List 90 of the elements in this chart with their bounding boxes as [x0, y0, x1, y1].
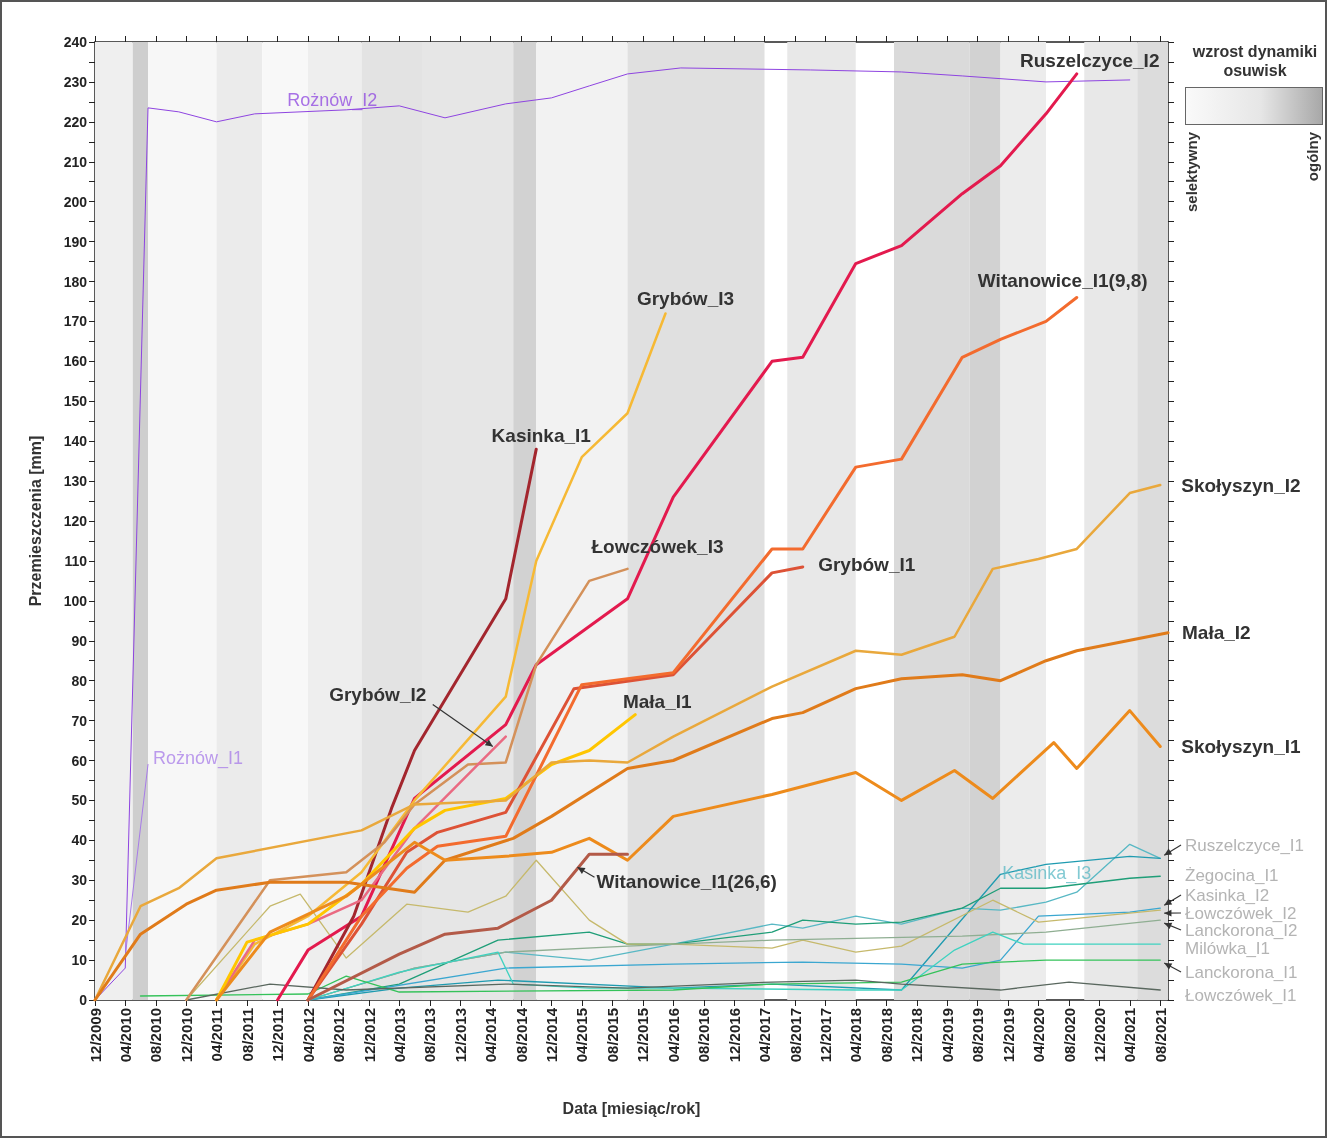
x-tick-label: 12/2015 — [634, 1008, 652, 1063]
y-tick-label: 240 — [63, 34, 88, 50]
x-tick-label: 04/2011 — [208, 1008, 225, 1062]
x-tick-label: 08/2012 — [330, 1008, 347, 1063]
text: Grybów_I2 — [329, 684, 427, 706]
x-tick-label: 04/2014 — [482, 1007, 499, 1063]
series-label: Mała_I1 — [622, 691, 693, 713]
x-tick-label: 12/2009 — [86, 1008, 104, 1063]
x-tick-label: 12/2016 — [725, 1008, 743, 1063]
x-tick-label: 12/2013 — [451, 1008, 469, 1063]
series-label: Grybów_I3 — [636, 287, 735, 309]
x-tick-label: 12/2010 — [177, 1008, 195, 1063]
legend-title: wzrost dynamiki osuwisk — [1191, 42, 1319, 80]
y-tick-label: 10 — [71, 952, 88, 969]
x-tick-label: 04/2016 — [664, 1008, 682, 1063]
x-tick-label: 08/2011 — [238, 1008, 256, 1062]
x-tick-label: 12/2011 — [269, 1008, 286, 1062]
y-tick-label: 70 — [71, 712, 88, 729]
x-tick-label: 08/2017 — [786, 1008, 804, 1063]
y-tick-label: 220 — [63, 113, 88, 130]
series-label: Żegocina_I1 — [1185, 865, 1279, 885]
y-tick-label: 120 — [63, 513, 88, 529]
series-label: Witanowice_I1(26,6) — [596, 870, 777, 892]
series-label: Skołyszyn_I1 — [1181, 736, 1302, 758]
y-tick-label: 20 — [71, 912, 88, 929]
y-tick-label: 110 — [64, 552, 88, 569]
y-tick-label: 150 — [63, 393, 88, 410]
y-tick-label: 200 — [63, 193, 88, 210]
y-tick-label: 170 — [63, 313, 88, 330]
series-label: Grybów_I1 — [818, 554, 916, 576]
y-tick-label: 230 — [63, 73, 88, 90]
series-label: Skołyszyn_I2 — [1181, 474, 1301, 496]
series-label: Rożnów_I2 — [287, 89, 378, 111]
y-tick-label: 210 — [63, 153, 88, 170]
series-label: Łowczówek_I1 — [1185, 985, 1297, 1005]
y-tick-label: 60 — [71, 752, 88, 769]
x-tick-label: 08/2015 — [603, 1008, 621, 1063]
x-tick-label: 12/2017 — [817, 1008, 834, 1063]
y-tick-label: 90 — [71, 632, 88, 649]
series-label: Kasinka_I2 — [1185, 885, 1270, 905]
line-series — [185, 979, 1161, 1001]
y-tick-label: 130 — [63, 473, 88, 490]
series-label: Witanowice_I1(9,8) — [977, 269, 1148, 291]
x-tick-label: 08/2016 — [695, 1008, 713, 1063]
y-tick-label: 160 — [63, 353, 88, 370]
x-tick-label: 12/2014 — [543, 1007, 560, 1063]
x-tick-label: 12/2012 — [360, 1008, 378, 1063]
x-tick-label: 08/2013 — [421, 1008, 439, 1063]
x-tick-label: 04/2019 — [938, 1008, 956, 1063]
y-tick-label: 50 — [71, 792, 88, 809]
y-tick-label: 40 — [71, 832, 88, 849]
x-tick-label: 08/2020 — [1060, 1008, 1078, 1063]
x-tick-label: 08/2018 — [877, 1008, 895, 1063]
x-tick-label: 08/2021 — [1151, 1008, 1169, 1063]
series-label: Ruszelczyce_I1 — [1185, 835, 1305, 855]
x-tick-label: 04/2018 — [847, 1008, 865, 1063]
y-tick-label: 140 — [63, 433, 88, 450]
text: ogólny — [1304, 132, 1321, 182]
y-tick-label: 190 — [63, 233, 88, 250]
x-tick-label: 04/2017 — [756, 1008, 773, 1063]
y-axis-title: Przemieszczenia [mm] — [26, 435, 44, 607]
series-label: Kasinka_I3 — [1002, 863, 1092, 885]
y-tick-label: 80 — [71, 672, 88, 689]
series-label: Rożnów_I1 — [153, 748, 244, 770]
x-tick-label: 08/2014 — [512, 1007, 530, 1063]
x-tick-label: 08/2019 — [969, 1008, 986, 1063]
x-tick-label: 04/2013 — [390, 1008, 408, 1063]
x-tick-label: 12/2020 — [1091, 1008, 1108, 1063]
x-tick-label: 04/2021 — [1121, 1008, 1139, 1063]
x-axis-title: Data [miesiąc/rok] — [562, 1099, 701, 1117]
x-tick-label: 04/2020 — [1030, 1008, 1047, 1063]
x-tick-label: 12/2018 — [908, 1008, 926, 1063]
x-tick-label: 04/2012 — [299, 1008, 317, 1063]
series-label: Milówka_I1 — [1185, 938, 1271, 958]
x-tick-label: 12/2019 — [999, 1008, 1017, 1063]
series-label: Lanckorona_I2 — [1185, 920, 1298, 940]
line-series — [139, 959, 1161, 997]
y-tick-label: 180 — [63, 273, 88, 290]
series-label: Ruszelczyce_I2 — [1020, 50, 1160, 72]
x-tick-label: 04/2015 — [573, 1008, 591, 1063]
x-tick-label: 04/2010 — [116, 1008, 134, 1063]
series-label: Kasinka_I1 — [491, 424, 592, 446]
y-tick-label: 0 — [79, 992, 88, 1008]
series-label: Łowczówek_I2 — [1185, 903, 1297, 923]
series-label: Lanckorona_I1 — [1185, 962, 1298, 982]
y-tick-label: 100 — [63, 592, 88, 609]
y-tick-label: 30 — [71, 872, 88, 889]
x-tick-label: 08/2010 — [147, 1008, 165, 1063]
text: selektywny — [1183, 132, 1200, 213]
series-label: Mała_I2 — [1182, 622, 1251, 644]
